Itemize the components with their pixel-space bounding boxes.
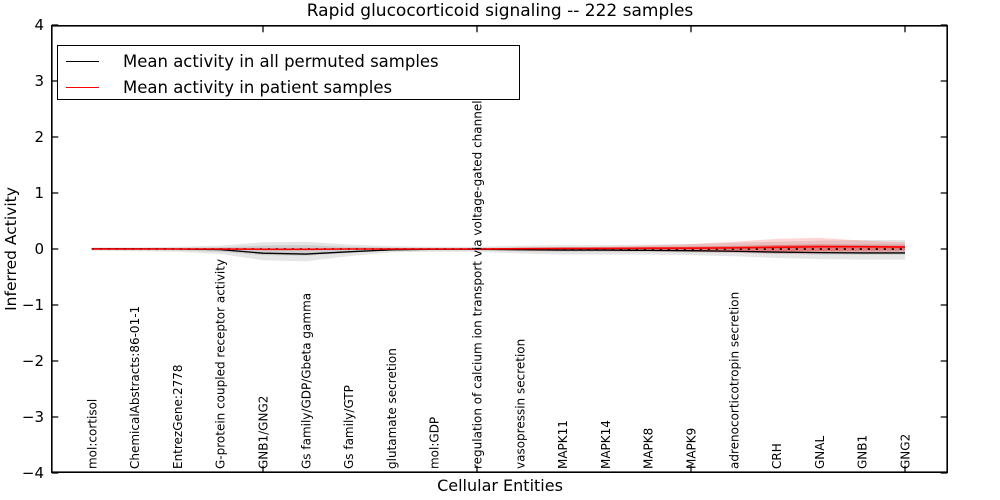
x-category-label: Gs family/GTP (342, 385, 356, 469)
y-tick-label: 0 (34, 240, 44, 258)
x-category-label: CRH (770, 443, 784, 469)
x-category-label: MAPK14 (599, 420, 613, 469)
y-tick-label: −3 (22, 408, 44, 426)
y-axis-label: Inferred Activity (2, 187, 20, 311)
x-category-label: MAPK8 (642, 428, 656, 469)
x-category-label: mol:cortisol (85, 399, 99, 469)
y-tick-label: −4 (22, 464, 44, 482)
legend: Mean activity in all permuted samples Me… (57, 45, 520, 100)
legend-label-patient: Mean activity in patient samples (123, 77, 393, 97)
patient-line-swatch-icon (66, 86, 99, 88)
y-tick-label: 2 (34, 128, 44, 146)
permuted-band-outer (91, 240, 906, 262)
legend-item-permuted: Mean activity in all permuted samples (66, 49, 519, 75)
x-category-label: GNB1 (856, 435, 870, 469)
x-category-label: regulation of calcium ion transport via … (471, 94, 485, 469)
x-category-label: ChemicalAbstracts:86-01-1 (128, 306, 142, 469)
x-category-label: Gs family/GDP/Gbeta gamma (299, 293, 313, 469)
x-category-label: MAPK9 (685, 428, 699, 469)
x-category-label: glutamate secretion (385, 348, 399, 469)
y-tick-label: 4 (34, 16, 44, 34)
x-category-label: GNAL (813, 436, 827, 469)
y-tick-label: −2 (22, 352, 44, 370)
chart-title: Rapid glucocorticoid signaling -- 222 sa… (306, 1, 694, 21)
x-category-label: GNB1/GNG2 (257, 396, 271, 469)
y-tick-label: 3 (34, 72, 44, 90)
x-category-label: G-protein coupled receptor activity (214, 259, 228, 469)
legend-item-patient: Mean activity in patient samples (66, 75, 519, 101)
patient-mean-line (91, 245, 906, 251)
y-tick-label: 1 (34, 184, 44, 202)
x-category-label: mol:GDP (428, 417, 442, 469)
x-axis-label: Cellular Entities (437, 476, 563, 495)
x-category-label: MAPK11 (556, 420, 570, 469)
x-category-label: vasopressin secretion (513, 339, 527, 469)
permuted-line-swatch-icon (66, 61, 99, 63)
x-category-label: GNG2 (899, 434, 913, 469)
x-category-label: EntrezGene:2778 (171, 365, 185, 470)
y-tick-label: −1 (22, 296, 44, 314)
legend-label-permuted: Mean activity in all permuted samples (123, 52, 439, 72)
x-category-label: adrenocorticotropin secretion (727, 292, 741, 469)
